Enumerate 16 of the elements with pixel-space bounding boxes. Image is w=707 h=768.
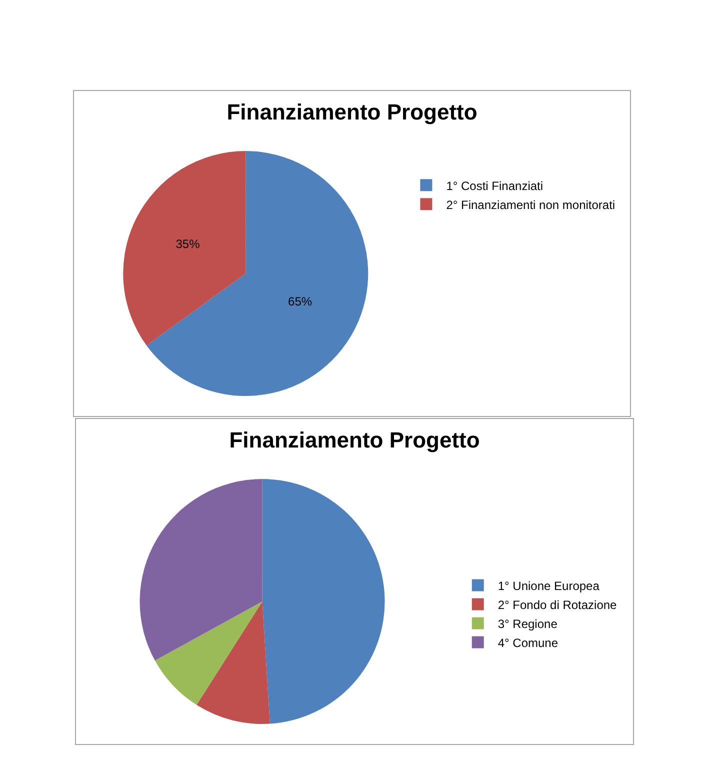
pie-slice [123,151,246,346]
legend-label: 2° Fondo di Rotazione [498,598,618,612]
legend-label: 2° Finanziamenti non monitorati [446,198,616,212]
data-label: 35% [176,237,200,252]
chart-title: Finanziamento Progetto [226,99,478,124]
pie-slice [140,479,262,661]
legend-label: 4° Comune [498,636,558,650]
pie-slice [146,151,368,396]
pie-slice [154,602,262,705]
pie-slice [196,602,270,724]
legend-label: 1° Unione Europea [498,578,600,593]
legend-label: 3° Regione [498,616,558,631]
chart-title: Finanziamento Progetto [229,427,480,452]
legend-label: 1° Costi Finanziati [446,178,544,193]
data-label: 65% [288,294,312,308]
pie-slice [262,479,385,724]
